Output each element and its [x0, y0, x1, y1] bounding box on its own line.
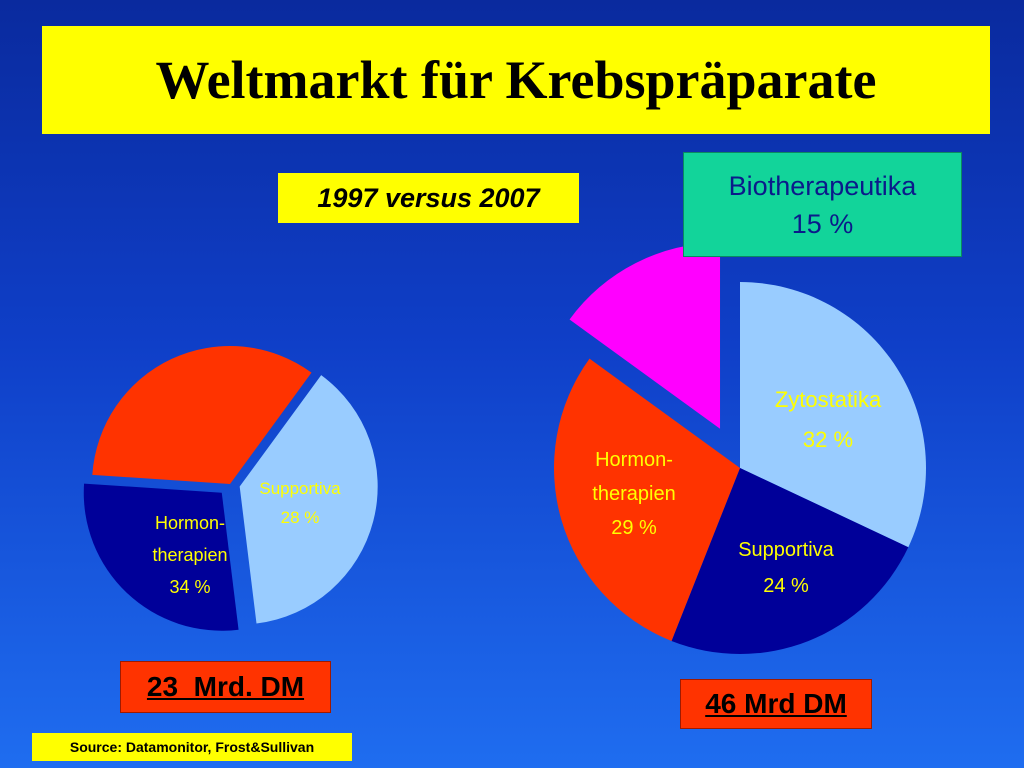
- pie-2007-label-hormon-name: therapien: [592, 483, 675, 505]
- pie-1997-label-supportiva-value: 28 %: [281, 508, 320, 527]
- pie-2007-label-supportiva-name: Supportiva: [738, 539, 834, 561]
- pie-2007-label-hormon-name: Hormon-: [595, 449, 673, 471]
- total-1997-label: 23 Mrd. DM: [146, 671, 305, 702]
- pie-1997-label-hormon-name: therapien: [152, 545, 227, 565]
- pie-2007-label-supportiva-value: 24 %: [763, 575, 809, 597]
- slide-title: Weltmarkt für Krebspräparate: [155, 50, 877, 110]
- pie-1997-slice-zytostatika: [239, 375, 378, 624]
- pie-2007-slice-zytostatika: [740, 282, 926, 548]
- biotherapeutika-callout: Biotherapeutika 15 %: [683, 152, 962, 257]
- pie-2007-label-zytostatika-name: Zytostatika: [775, 387, 882, 412]
- pie-1997-slice-hormon: [92, 346, 312, 484]
- total-2007-label: 46 Mrd DM: [705, 688, 847, 719]
- biotherapeutika-label: Biotherapeutika: [728, 170, 917, 201]
- pie-1997-label-supportiva-name: Supportiva: [259, 479, 341, 498]
- total-2007-box: 46 Mrd DM: [680, 679, 872, 729]
- total-1997-box: 23 Mrd. DM: [120, 661, 331, 713]
- pie-1997-slice-supportiva: [83, 483, 239, 631]
- subtitle-box: 1997 versus 2007: [278, 173, 579, 223]
- title-banner: Weltmarkt für Krebspräparate: [42, 26, 990, 134]
- biotherapeutika-value: 15 %: [791, 208, 854, 239]
- source-box: Source: Datamonitor, Frost&Sullivan: [32, 733, 352, 761]
- pie-2007-label-zytostatika-value: 32 %: [803, 427, 853, 452]
- slide-subtitle: 1997 versus 2007: [317, 182, 540, 213]
- pie-2007-slice-bio: [569, 242, 721, 429]
- pie-1997-label-hormon-name: Hormon-: [155, 513, 225, 533]
- pie-2007-slice-supportiva: [671, 468, 909, 654]
- source-label: Source: Datamonitor, Frost&Sullivan: [69, 739, 315, 755]
- pie-2007-label-hormon-value: 29 %: [611, 517, 657, 539]
- pie-1997-label-hormon-value: 34 %: [169, 577, 210, 597]
- pie-2007-slice-hormon: [554, 358, 740, 641]
